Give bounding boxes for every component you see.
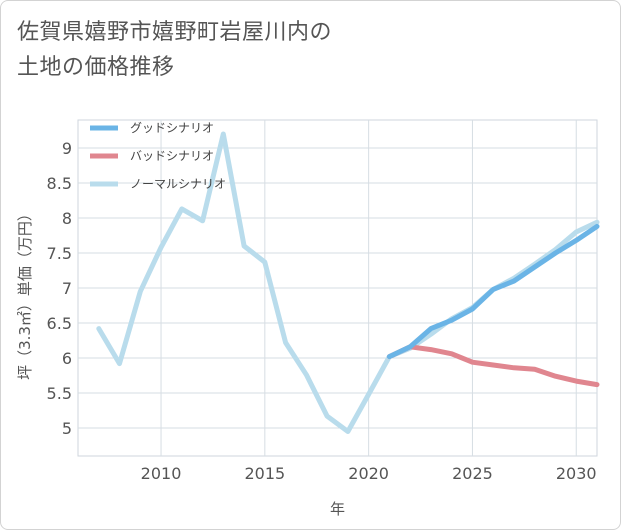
series-lines xyxy=(96,131,600,434)
x-tick-label: 2025 xyxy=(452,464,493,483)
y-tick-label: 9 xyxy=(62,139,72,158)
y-tick-label: 6 xyxy=(62,349,72,368)
legend-label-1: グッドシナリオ xyxy=(130,121,214,135)
y-tick-label: 5 xyxy=(62,419,72,438)
legend-label-2: バッドシナリオ xyxy=(130,149,214,163)
chart-title-line-1: 佐賀県嬉野市嬉野町岩屋川内の xyxy=(17,20,333,45)
x-tick-label: 2015 xyxy=(244,464,285,483)
series-line-2 xyxy=(386,344,600,388)
legend-label-3: ノーマルシナリオ xyxy=(130,177,226,191)
x-tick-label: 2010 xyxy=(141,464,182,483)
series-line-1 xyxy=(386,223,600,360)
grid xyxy=(77,119,598,457)
y-tick-label: 5.5 xyxy=(47,384,72,403)
y-tick-label: 6.5 xyxy=(47,314,72,333)
x-axis-label: 年 xyxy=(330,500,345,518)
y-tick-label: 8.5 xyxy=(47,174,72,193)
chart-title-line-2: 土地の価格推移 xyxy=(17,55,175,80)
y-tick-label: 7.5 xyxy=(47,244,72,263)
x-tick-label: 2030 xyxy=(556,464,597,483)
y-axis-label: 坪（3.3㎡）単価（万円） xyxy=(16,206,34,380)
y-tick-label: 8 xyxy=(62,209,72,228)
chart-title: 佐賀県嬉野市嬉野町岩屋川内の 土地の価格推移 xyxy=(17,15,577,85)
x-tick-label: 2020 xyxy=(348,464,389,483)
x-axis-ticks: 2010 2015 2020 2025 2030 xyxy=(141,464,597,483)
y-tick-label: 7 xyxy=(62,279,72,298)
y-axis-ticks: 5 5.5 6 6.5 7 7.5 8 8.5 9 xyxy=(47,139,72,438)
